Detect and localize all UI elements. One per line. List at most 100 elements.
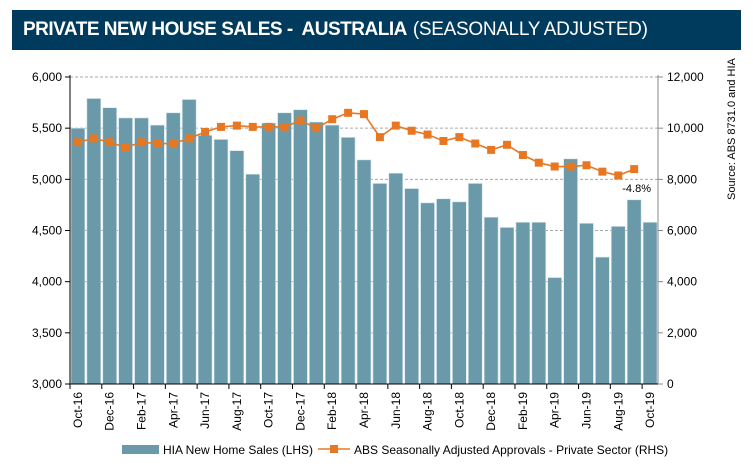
approvals-marker-Mar-18 <box>344 108 353 117</box>
bar-Feb-19 <box>515 222 531 385</box>
bar-Nov-18 <box>467 183 483 385</box>
bar-May-19 <box>563 158 578 385</box>
y-right-tick-label: 8,000 <box>667 172 697 186</box>
x-tick-label: Jun-18 <box>389 392 403 429</box>
y-left-tick-label: 6,000 <box>32 70 62 84</box>
bar-Jul-17 <box>213 139 229 385</box>
y-left-tick-label: 4,000 <box>32 275 62 289</box>
y-right-tick-label: 4,000 <box>667 275 697 289</box>
approvals-marker-Apr-18 <box>360 110 368 119</box>
bar-Nov-17 <box>277 112 292 385</box>
legend-bar-swatch <box>122 445 159 454</box>
approvals-marker-Jul-19 <box>598 167 607 176</box>
y-right-tick-label: 6,000 <box>667 224 697 238</box>
approvals-marker-May-17 <box>185 134 194 143</box>
bar-Jul-18 <box>404 188 419 385</box>
bar-Feb-17 <box>134 117 149 385</box>
bar-Aug-17 <box>229 150 245 385</box>
bar-Apr-19 <box>547 277 562 385</box>
x-tick-label: Feb-17 <box>135 392 149 430</box>
bar-Mar-18 <box>340 137 356 385</box>
approvals-marker-Jan-18 <box>312 124 321 133</box>
bar-Jan-18 <box>309 121 324 385</box>
approvals-marker-Jun-17 <box>201 128 210 137</box>
x-tick-label: Feb-18 <box>325 392 339 430</box>
x-tick-label: Oct-18 <box>452 392 466 428</box>
legend-line-label: ABS Seasonally Adjusted Approvals - Priv… <box>354 443 668 457</box>
x-tick-label: Dec-17 <box>293 392 307 431</box>
bar-Mar-17 <box>150 124 165 385</box>
y-right-tick-label: 0 <box>667 377 674 391</box>
bar-Sep-17 <box>245 173 261 385</box>
x-tick-label: Aug-19 <box>611 392 625 431</box>
source-note: Source: ABS 8731.0 and HIA <box>726 57 738 200</box>
x-tick-label: Feb-19 <box>516 392 530 430</box>
bar-Oct-19 <box>642 222 658 385</box>
x-tick-label: Oct-17 <box>262 392 276 428</box>
approvals-marker-Apr-17 <box>169 139 178 148</box>
x-tick-label: Apr-17 <box>166 392 180 428</box>
approvals-marker-Mar-17 <box>153 139 162 148</box>
approvals-marker-Nov-18 <box>471 139 480 148</box>
x-tick-label: Jun-19 <box>579 392 593 429</box>
approvals-marker-Sep-19 <box>630 165 639 174</box>
approvals-marker-Jul-18 <box>407 126 416 135</box>
legend-line-marker <box>330 445 338 453</box>
approvals-marker-Oct-18 <box>455 133 464 142</box>
approvals-marker-Jan-19 <box>503 140 512 149</box>
x-tick-label: Apr-19 <box>548 392 562 428</box>
bar-May-18 <box>372 183 388 385</box>
bar-Apr-17 <box>166 112 181 385</box>
y-right-tick-label: 12,000 <box>667 70 704 84</box>
approvals-marker-Nov-16 <box>89 134 98 143</box>
bar-Jun-17 <box>197 135 213 385</box>
approvals-marker-Aug-18 <box>423 130 432 139</box>
approvals-marker-Oct-16 <box>73 138 82 147</box>
x-tick-label: Apr-18 <box>357 392 371 428</box>
chart-title: PRIVATE NEW HOUSE SALES - AUSTRALIA <box>23 19 407 40</box>
bar-Jan-19 <box>499 227 515 385</box>
x-tick-label: Dec-16 <box>103 392 117 431</box>
x-tick-label: Dec-18 <box>484 392 498 431</box>
bar-Apr-18 <box>356 159 372 385</box>
title-bar: PRIVATE NEW HOUSE SALES - AUSTRALIA (SEA… <box>12 10 741 50</box>
y-right-tick-label: 10,000 <box>667 121 704 135</box>
bar-Dec-18 <box>483 216 499 385</box>
y-left-tick-label: 4,500 <box>32 224 62 238</box>
bar-Sep-18 <box>436 198 451 385</box>
y-left-tick-label: 3,000 <box>32 377 62 391</box>
bar-Aug-18 <box>420 202 435 385</box>
change-annotation: -4.8% <box>622 183 651 195</box>
bar-Oct-17 <box>261 122 276 385</box>
x-tick-label: Oct-19 <box>643 392 657 428</box>
y-right-tick-label: 2,000 <box>667 326 697 340</box>
approvals-marker-Sep-18 <box>439 136 448 145</box>
bar-Oct-16 <box>70 127 86 385</box>
chart-subtitle: (SEASONALLY ADJUSTED) <box>412 19 648 40</box>
bar-Aug-19 <box>611 226 626 385</box>
approvals-marker-Jul-17 <box>216 122 225 131</box>
approvals-marker-Dec-18 <box>487 145 496 154</box>
approvals-marker-May-18 <box>375 133 384 142</box>
y-left-tick-label: 3,500 <box>32 326 62 340</box>
approvals-marker-Mar-19 <box>534 158 543 167</box>
approvals-marker-Jun-19 <box>582 161 591 170</box>
approvals-marker-Oct-17 <box>264 122 273 131</box>
y-left-tick-label: 5,500 <box>32 121 62 135</box>
approvals-marker-Feb-19 <box>518 151 527 160</box>
approvals-marker-Aug-19 <box>614 171 623 180</box>
bar-Mar-19 <box>531 222 547 385</box>
approvals-marker-Aug-17 <box>232 121 241 130</box>
y-left-tick-label: 5,000 <box>32 172 62 186</box>
bar-Dec-17 <box>293 109 308 385</box>
approvals-marker-Dec-16 <box>105 138 114 147</box>
approvals-marker-Feb-17 <box>137 138 146 147</box>
bar-Jul-19 <box>595 256 610 385</box>
approvals-marker-May-19 <box>566 162 575 171</box>
bar-Sep-19 <box>626 199 642 385</box>
bar-Jan-17 <box>118 117 133 385</box>
approvals-marker-Dec-17 <box>296 116 305 125</box>
x-tick-label: Aug-18 <box>421 392 435 431</box>
approvals-marker-Jun-18 <box>391 121 400 130</box>
